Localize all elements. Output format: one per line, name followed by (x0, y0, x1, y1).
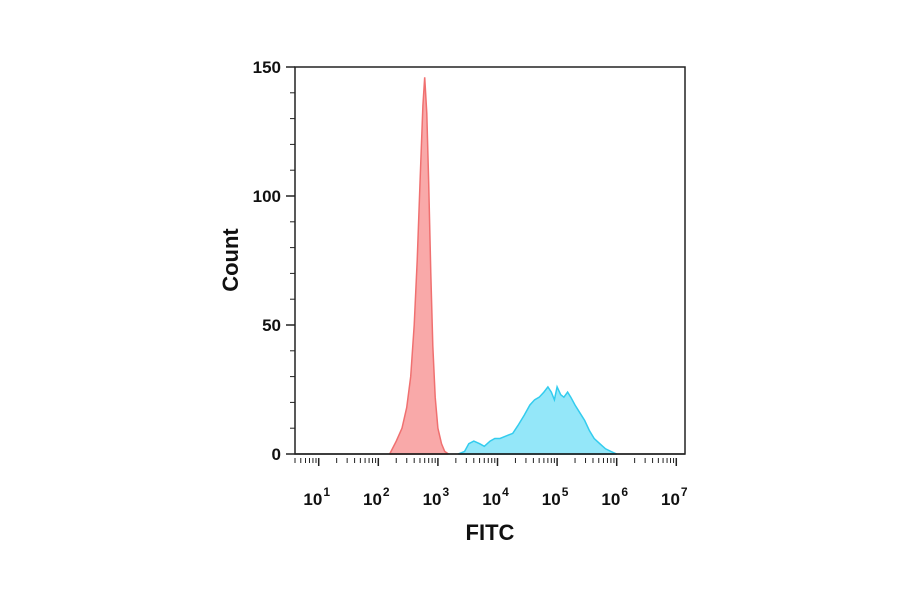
y-tick-label: 0 (272, 445, 281, 464)
series-1-histogram (389, 77, 449, 455)
y-axis: 0 50 100 150 (253, 58, 295, 464)
y-tick-label: 150 (253, 58, 281, 77)
x-tick-label: 107 (661, 485, 688, 509)
x-tick-label: 105 (542, 485, 569, 509)
y-tick-label: 100 (253, 187, 281, 206)
series-layer (389, 77, 618, 455)
plot-frame (294, 66, 686, 455)
series-2-histogram (458, 384, 618, 455)
x-axis: 101 102 103 104 105 106 107 (294, 453, 688, 509)
x-tick-label: 102 (363, 485, 390, 509)
x-tick-label: 101 (303, 485, 330, 509)
y-axis-title: Count (218, 228, 243, 292)
y-tick-label: 50 (262, 316, 281, 335)
x-tick-label: 104 (482, 485, 509, 509)
x-tick-label: 103 (423, 485, 450, 509)
x-axis-title: FITC (466, 520, 515, 545)
x-tick-label: 106 (601, 485, 628, 509)
